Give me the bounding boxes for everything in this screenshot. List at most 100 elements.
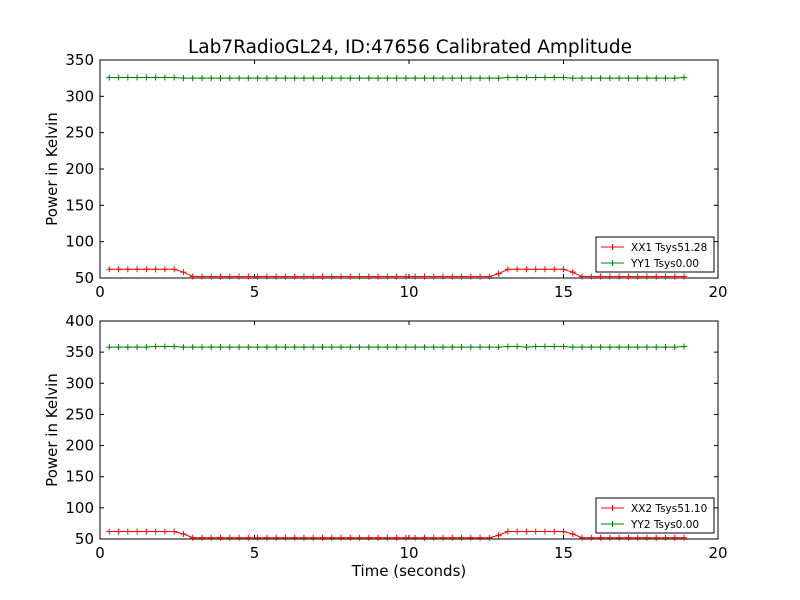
data-point xyxy=(161,343,168,350)
data-point xyxy=(606,344,613,351)
data-point xyxy=(198,344,205,351)
x-tick-label: 15 xyxy=(554,283,573,301)
data-point xyxy=(338,273,345,280)
data-point xyxy=(477,344,484,351)
data-point xyxy=(208,75,215,82)
data-point xyxy=(124,528,131,535)
y-tick-label: 250 xyxy=(65,124,94,142)
data-point xyxy=(347,75,354,82)
data-point xyxy=(634,344,641,351)
data-point xyxy=(375,75,382,82)
data-point xyxy=(681,273,688,280)
data-point xyxy=(504,74,511,81)
data-point xyxy=(236,75,243,82)
data-point xyxy=(458,273,465,280)
data-point xyxy=(681,534,688,541)
data-point xyxy=(532,74,539,81)
data-point xyxy=(551,74,558,81)
data-point xyxy=(625,273,632,280)
data-point xyxy=(106,74,113,81)
data-point xyxy=(245,534,252,541)
data-point xyxy=(180,531,187,538)
data-point xyxy=(161,528,168,535)
data-point xyxy=(616,75,623,82)
data-point xyxy=(579,344,586,351)
data-point xyxy=(597,273,604,280)
data-point xyxy=(328,344,335,351)
data-point xyxy=(338,344,345,351)
y-tick-label: 400 xyxy=(65,312,94,330)
y-tick-label: 200 xyxy=(65,160,94,178)
data-point xyxy=(421,75,428,82)
data-point xyxy=(643,273,650,280)
data-point xyxy=(653,534,660,541)
data-point xyxy=(282,344,289,351)
data-point xyxy=(634,75,641,82)
data-point xyxy=(152,343,159,350)
data-point xyxy=(523,528,530,535)
data-point xyxy=(134,266,141,273)
data-point xyxy=(606,273,613,280)
data-point xyxy=(681,343,688,350)
data-point xyxy=(282,534,289,541)
y-tick-label: 350 xyxy=(65,343,94,361)
data-point xyxy=(245,273,252,280)
data-point xyxy=(282,273,289,280)
x-tick-label: 20 xyxy=(708,544,727,562)
data-point xyxy=(328,75,335,82)
data-point xyxy=(588,273,595,280)
data-point xyxy=(273,75,280,82)
data-point xyxy=(653,344,660,351)
y-tick-label: 150 xyxy=(65,196,94,214)
y-tick-label: 50 xyxy=(75,530,94,548)
data-point xyxy=(319,344,326,351)
data-point xyxy=(384,534,391,541)
data-point xyxy=(579,534,586,541)
data-point xyxy=(236,344,243,351)
legend-label: XX1 Tsys51.28 xyxy=(631,242,707,254)
data-point xyxy=(134,344,141,351)
data-point xyxy=(356,344,363,351)
data-point xyxy=(532,528,539,535)
x-tick-label: 20 xyxy=(708,283,727,301)
data-point xyxy=(384,273,391,280)
data-point xyxy=(421,273,428,280)
series-xx xyxy=(106,528,688,541)
data-point xyxy=(263,344,270,351)
data-point xyxy=(273,273,280,280)
data-point xyxy=(597,344,604,351)
data-point xyxy=(412,75,419,82)
data-point xyxy=(477,534,484,541)
data-point xyxy=(143,528,150,535)
data-point xyxy=(152,74,159,81)
data-point xyxy=(356,75,363,82)
data-point xyxy=(634,534,641,541)
data-point xyxy=(504,528,511,535)
data-point xyxy=(180,75,187,82)
data-point xyxy=(226,534,233,541)
data-point xyxy=(569,344,576,351)
data-point xyxy=(106,266,113,273)
data-point xyxy=(106,528,113,535)
data-point xyxy=(365,75,372,82)
data-point xyxy=(671,273,678,280)
data-point xyxy=(347,344,354,351)
data-point xyxy=(495,344,502,351)
data-point xyxy=(171,528,178,535)
data-point xyxy=(579,273,586,280)
data-point xyxy=(189,273,196,280)
data-point xyxy=(458,344,465,351)
data-point xyxy=(671,75,678,82)
data-point xyxy=(143,266,150,273)
data-point xyxy=(161,266,168,273)
data-point xyxy=(384,75,391,82)
data-point xyxy=(467,534,474,541)
x-tick-label: 0 xyxy=(95,283,105,301)
data-point xyxy=(393,273,400,280)
x-tick-label: 5 xyxy=(250,544,260,562)
data-point xyxy=(625,344,632,351)
data-point xyxy=(477,273,484,280)
data-point xyxy=(495,532,502,539)
data-point xyxy=(393,75,400,82)
data-point xyxy=(523,266,530,273)
